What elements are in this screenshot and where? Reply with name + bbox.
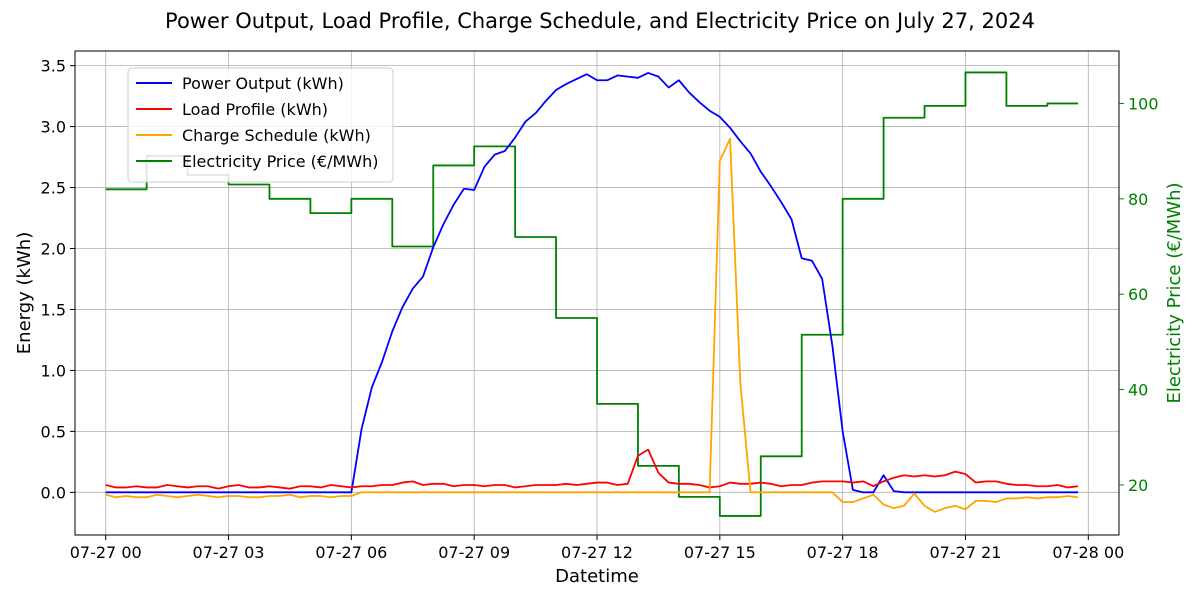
- y-tick-label: 1.0: [41, 361, 66, 380]
- x-tick-label: 07-27 21: [930, 543, 1002, 562]
- y-tick-label: 0.5: [41, 422, 66, 441]
- y-tick-label: 1.5: [41, 300, 66, 319]
- legend: Power Output (kWh) Load Profile (kWh) Char…: [127, 67, 394, 183]
- y2-axis-ticks: 20 40 60 80 100: [1119, 94, 1159, 495]
- y2-tick-label: 60: [1128, 285, 1148, 304]
- x-tick-label: 07-27 09: [438, 543, 510, 562]
- x-tick-label: 07-27 15: [684, 543, 756, 562]
- y-tick-label: 2.5: [41, 179, 66, 198]
- y2-tick-label: 80: [1128, 190, 1148, 209]
- x-tick-label: 07-27 03: [193, 543, 265, 562]
- x-tick-label: 07-27 12: [561, 543, 633, 562]
- series-line-load-profile-kwh: [105, 448, 1079, 490]
- y-axis-title: Energy (kWh): [14, 232, 35, 354]
- y-tick-label: 0.0: [41, 483, 66, 502]
- y2-tick-label: 40: [1128, 381, 1148, 400]
- legend-box: [127, 67, 394, 183]
- x-tick-label: 07-28 00: [1052, 543, 1124, 562]
- series-layer: [105, 71, 1079, 517]
- y2-axis-title: Electricity Price (€/MWh): [1164, 182, 1185, 403]
- y-tick-label: 2.0: [41, 240, 66, 259]
- legend-label: Charge Schedule (kWh): [182, 126, 371, 145]
- series-line-electricity-price-mwh: [105, 71, 1079, 517]
- chart-title: Power Output, Load Profile, Charge Sched…: [165, 9, 1035, 33]
- legend-label: Load Profile (kWh): [182, 100, 328, 119]
- series-line-power-output-kwh: [105, 72, 1079, 494]
- x-tick-label: 07-27 06: [315, 543, 387, 562]
- y2-tick-label: 100: [1128, 94, 1159, 113]
- x-axis-ticks: 07-27 00 07-27 03 07-27 06 07-27 09 07-27 12…: [70, 535, 1124, 562]
- legend-label: Power Output (kWh): [182, 74, 344, 93]
- y-tick-label: 3.5: [41, 57, 66, 76]
- y2-tick-label: 20: [1128, 476, 1148, 495]
- series-line-charge-schedule-kwh: [105, 137, 1079, 513]
- y-axis-ticks: 0.0 0.5 1.0 1.5 2.0 2.5 3.0 3.5: [41, 57, 75, 502]
- x-tick-label: 07-27 00: [70, 543, 142, 562]
- x-axis-title: Datetime: [555, 566, 639, 587]
- x-tick-label: 07-27 18: [807, 543, 879, 562]
- legend-label: Electricity Price (€/MWh): [182, 152, 379, 171]
- y-tick-label: 3.0: [41, 118, 66, 137]
